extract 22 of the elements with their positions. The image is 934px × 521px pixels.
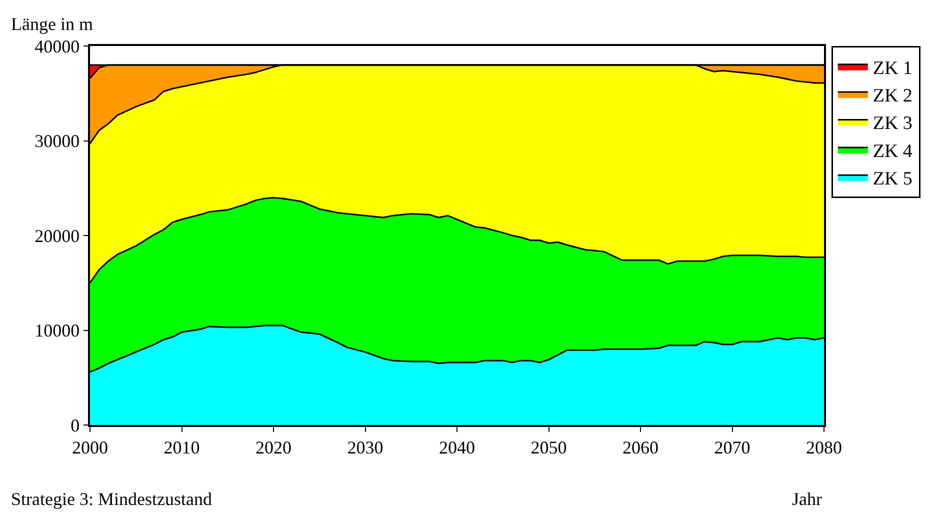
legend-label: ZK 3: [872, 113, 912, 134]
x-tick-label: 2080: [806, 437, 842, 458]
y-tick-label: 20000: [34, 226, 80, 246]
y-tick-label: 40000: [34, 36, 80, 56]
y-tick-label: 0: [70, 415, 80, 436]
x-tick-label: 2000: [72, 437, 108, 458]
y-tick-label: 30000: [34, 131, 80, 152]
x-tick-label: 2040: [439, 437, 475, 458]
x-tick-label: 2050: [530, 437, 567, 458]
legend-label: ZK 1: [872, 58, 912, 79]
x-tick-label: 2060: [622, 437, 658, 458]
x-axis-title: Jahr: [792, 489, 822, 509]
x-tick-label: 2070: [714, 437, 750, 458]
text: Strategie 3: Mindestzustand: [11, 489, 212, 509]
y-axis-title: Länge in m: [11, 14, 93, 34]
x-tick-label: 2020: [256, 437, 292, 458]
legend-label: ZK 2: [872, 85, 912, 106]
x-tick-label: 2010: [164, 437, 200, 458]
y-tick-label: 10000: [34, 320, 80, 341]
x-tick-label: 2030: [347, 437, 384, 458]
legend-label: ZK 5: [872, 168, 912, 190]
legend-label: ZK 4: [872, 140, 913, 162]
